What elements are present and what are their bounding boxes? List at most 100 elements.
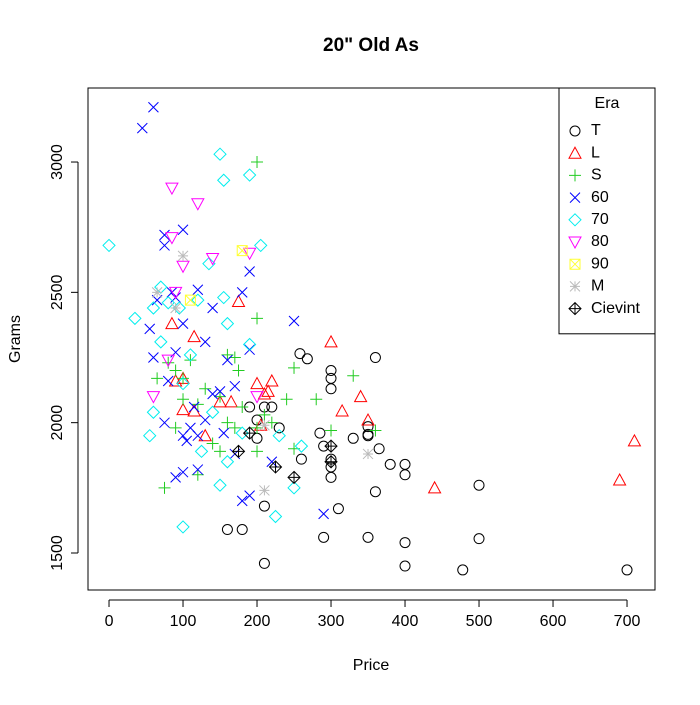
point xyxy=(184,294,196,306)
y-tick-label: 2000 xyxy=(49,405,66,441)
point xyxy=(612,472,627,486)
point xyxy=(214,386,226,397)
point xyxy=(146,405,161,419)
x-axis-label: Price xyxy=(353,657,390,674)
legend-symbol xyxy=(569,169,581,182)
point xyxy=(325,372,337,384)
point xyxy=(261,384,275,397)
point xyxy=(258,408,271,421)
point xyxy=(148,101,159,113)
legend-label: T xyxy=(591,122,601,139)
point xyxy=(194,444,209,459)
point xyxy=(220,316,235,331)
point xyxy=(207,388,218,400)
point xyxy=(384,458,396,470)
point xyxy=(272,428,286,443)
point xyxy=(250,391,264,404)
point xyxy=(373,443,385,455)
point xyxy=(273,422,285,434)
point xyxy=(183,348,198,362)
point xyxy=(310,393,323,406)
legend-symbol xyxy=(568,213,582,227)
legend-symbol xyxy=(569,125,581,137)
point xyxy=(190,198,205,211)
point xyxy=(192,284,204,296)
point xyxy=(191,468,204,481)
point xyxy=(473,533,485,545)
point xyxy=(231,294,246,307)
point xyxy=(213,147,227,161)
point xyxy=(258,401,270,413)
point xyxy=(221,348,234,361)
point xyxy=(627,433,642,447)
legend-symbol xyxy=(569,281,581,292)
legend-box xyxy=(558,87,656,335)
point xyxy=(192,430,204,442)
point xyxy=(268,509,283,524)
point xyxy=(161,354,176,368)
point xyxy=(170,302,181,314)
point xyxy=(325,383,337,395)
plot-frame xyxy=(87,87,656,591)
point xyxy=(229,380,241,392)
point xyxy=(148,352,159,363)
point xyxy=(144,323,156,335)
point xyxy=(146,391,161,404)
point xyxy=(102,238,116,253)
point xyxy=(191,398,204,411)
x-tick-label: 100 xyxy=(170,613,197,630)
point xyxy=(361,413,375,426)
point xyxy=(205,405,220,419)
point xyxy=(143,428,157,443)
point xyxy=(231,444,246,459)
point xyxy=(369,352,381,363)
chart-title: 20" Old As xyxy=(323,35,419,56)
point xyxy=(347,432,359,444)
point xyxy=(191,293,205,307)
point xyxy=(251,312,264,325)
point xyxy=(218,427,230,439)
point xyxy=(224,394,238,408)
point xyxy=(176,376,190,391)
point xyxy=(362,430,374,442)
x-tick-label: 200 xyxy=(244,613,271,630)
point xyxy=(176,520,190,534)
point xyxy=(236,495,248,507)
point xyxy=(181,435,193,447)
point xyxy=(220,455,235,469)
legend-label: 60 xyxy=(591,189,609,206)
point xyxy=(295,453,307,465)
point xyxy=(151,286,163,298)
point xyxy=(369,424,382,437)
point xyxy=(318,508,329,520)
point xyxy=(177,224,189,236)
point xyxy=(236,401,249,414)
point xyxy=(187,329,201,343)
point xyxy=(159,229,170,241)
point xyxy=(159,240,170,251)
legend-label: M xyxy=(591,278,604,295)
point xyxy=(207,302,218,314)
point xyxy=(176,260,190,274)
point xyxy=(399,458,411,470)
legend-label: Cievint xyxy=(591,300,640,317)
point xyxy=(244,490,255,502)
point xyxy=(369,486,381,498)
point xyxy=(287,470,301,485)
point xyxy=(206,437,219,450)
legend-symbol xyxy=(569,258,581,270)
point xyxy=(154,280,168,294)
point xyxy=(254,238,268,253)
point xyxy=(427,480,442,494)
point xyxy=(165,316,179,330)
point xyxy=(236,245,248,257)
point xyxy=(177,318,189,329)
point xyxy=(251,156,264,169)
point xyxy=(168,286,183,300)
point xyxy=(287,481,301,495)
point xyxy=(473,479,485,491)
point xyxy=(258,557,270,569)
point xyxy=(335,403,349,417)
point xyxy=(362,421,374,433)
point xyxy=(221,524,233,535)
